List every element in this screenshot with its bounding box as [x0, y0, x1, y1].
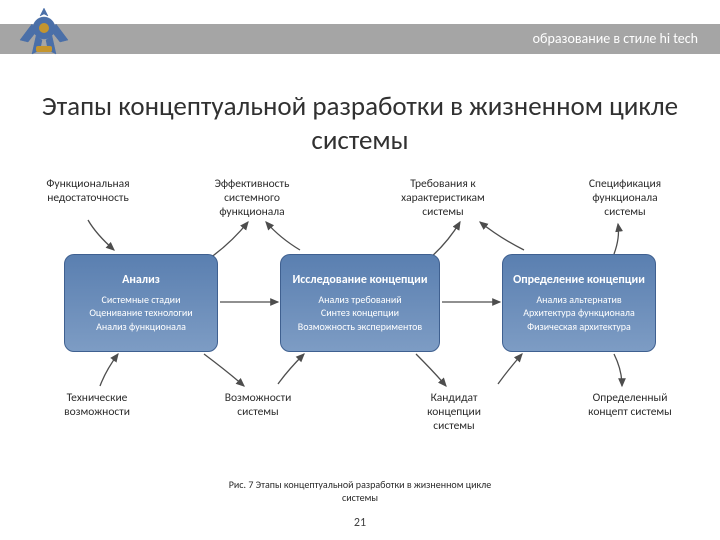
input-label-t2: Эффективность системного функционала — [192, 178, 312, 219]
output-label-l2: Возможности системы — [198, 392, 318, 420]
stage-b2: Исследование концепции Анализ требований … — [280, 254, 440, 352]
page-number: 21 — [0, 516, 720, 530]
arrow — [614, 224, 619, 254]
arrow — [88, 220, 114, 250]
stage-body: Системные стадии Оценивание технологии А… — [71, 293, 211, 334]
flowchart: Анализ Системные стадии Оценивание технол… — [0, 178, 720, 458]
arrow — [498, 354, 522, 384]
stage-title: Определение концепции — [509, 273, 649, 287]
stage-title: Анализ — [71, 273, 211, 287]
stage-title: Исследование концепции — [287, 273, 433, 287]
emblem-logo — [14, 4, 74, 69]
output-label-l1: Технические возможности — [42, 392, 152, 420]
arrow — [416, 354, 446, 386]
arrow — [614, 354, 622, 386]
input-label-t4: Спецификация функционала системы — [560, 178, 690, 219]
figure-caption: Рис. 7 Этапы концептуальной разработки в… — [0, 478, 720, 504]
arrow — [278, 354, 304, 384]
stage-b1: Анализ Системные стадии Оценивание технол… — [64, 254, 218, 352]
stage-body: Анализ требований Синтез концепции Возмо… — [287, 293, 433, 334]
header-tagline: образование в стиле hi tech — [533, 30, 698, 47]
output-label-l4: Определенный концепт системы — [570, 392, 690, 420]
arrow — [100, 354, 118, 386]
header-bar: образование в стиле hi tech — [0, 24, 720, 54]
input-label-t1: Функциональная недостаточность — [28, 178, 148, 206]
arrow — [266, 222, 300, 250]
stage-b3: Определение концепции Анализ альтернатив … — [502, 254, 656, 352]
arrow — [204, 354, 244, 386]
arrow — [480, 222, 524, 250]
arrow — [430, 222, 460, 258]
input-label-t3: Требования к характеристикам системы — [378, 178, 508, 219]
arrow — [210, 222, 248, 258]
output-label-l3: Кандидат концепции системы — [394, 392, 514, 433]
stage-body: Анализ альтернатив Архитектура функциона… — [509, 293, 649, 334]
page-title: Этапы концептуальной разработки в жизнен… — [0, 90, 720, 158]
